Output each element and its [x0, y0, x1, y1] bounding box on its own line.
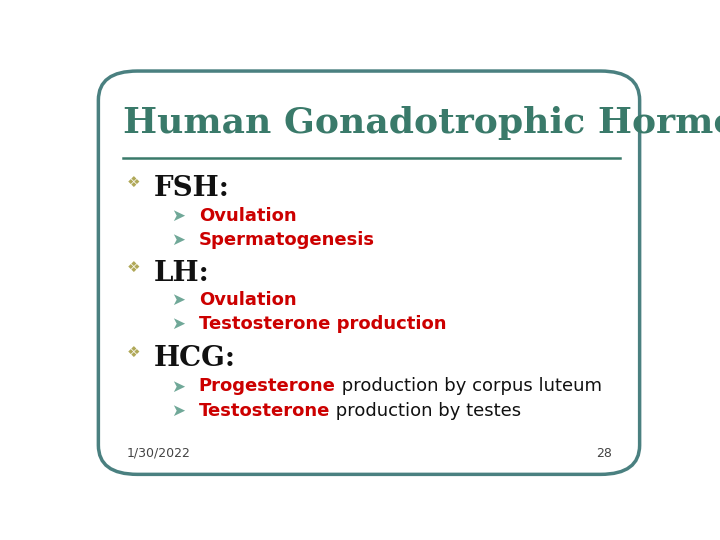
- Text: ❖: ❖: [126, 175, 140, 190]
- Text: HCG:: HCG:: [154, 345, 236, 372]
- Text: ❖: ❖: [126, 260, 140, 275]
- Text: production by testes: production by testes: [330, 402, 521, 421]
- Text: ➤: ➤: [171, 207, 185, 225]
- Text: ➤: ➤: [171, 315, 185, 333]
- Text: Human Gonadotrophic Hormones: Human Gonadotrophic Hormones: [124, 106, 720, 140]
- Text: Testosterone production: Testosterone production: [199, 315, 446, 333]
- Text: ❖: ❖: [126, 345, 140, 360]
- Text: ➤: ➤: [171, 377, 185, 395]
- Text: 1/30/2022: 1/30/2022: [126, 447, 190, 460]
- FancyBboxPatch shape: [99, 71, 639, 474]
- Text: Progesterone: Progesterone: [199, 377, 336, 395]
- Text: ➤: ➤: [171, 292, 185, 309]
- Text: ➤: ➤: [171, 231, 185, 249]
- Text: Ovulation: Ovulation: [199, 207, 297, 225]
- Text: Spermatogenesis: Spermatogenesis: [199, 231, 375, 249]
- Text: Ovulation: Ovulation: [199, 292, 297, 309]
- Text: ➤: ➤: [171, 402, 185, 421]
- Text: FSH:: FSH:: [154, 175, 230, 202]
- Text: Testosterone: Testosterone: [199, 402, 330, 421]
- Text: 28: 28: [596, 447, 612, 460]
- Text: LH:: LH:: [154, 260, 210, 287]
- Text: production by corpus luteum: production by corpus luteum: [336, 377, 602, 395]
